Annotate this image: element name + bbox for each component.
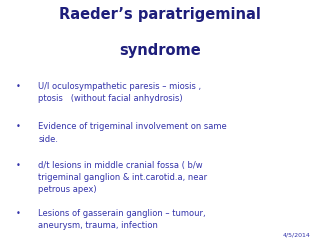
Text: Lesions of gasserain ganglion – tumour,
aneurysm, trauma, infection: Lesions of gasserain ganglion – tumour, … (38, 209, 206, 230)
Text: •: • (16, 82, 21, 90)
Text: Raeder’s paratrigeminal: Raeder’s paratrigeminal (59, 7, 261, 22)
Text: •: • (16, 161, 21, 170)
Text: 4/5/2014: 4/5/2014 (283, 233, 310, 238)
Text: •: • (16, 209, 21, 218)
Text: Evidence of trigeminal involvement on same
side.: Evidence of trigeminal involvement on sa… (38, 122, 227, 144)
Text: syndrome: syndrome (119, 43, 201, 58)
Text: d/t lesions in middle cranial fossa ( b/w
trigeminal ganglion & int.carotid.a, n: d/t lesions in middle cranial fossa ( b/… (38, 161, 208, 194)
Text: U/l oculosympathetic paresis – miosis ,
ptosis   (without facial anhydrosis): U/l oculosympathetic paresis – miosis , … (38, 82, 202, 103)
Text: •: • (16, 122, 21, 132)
